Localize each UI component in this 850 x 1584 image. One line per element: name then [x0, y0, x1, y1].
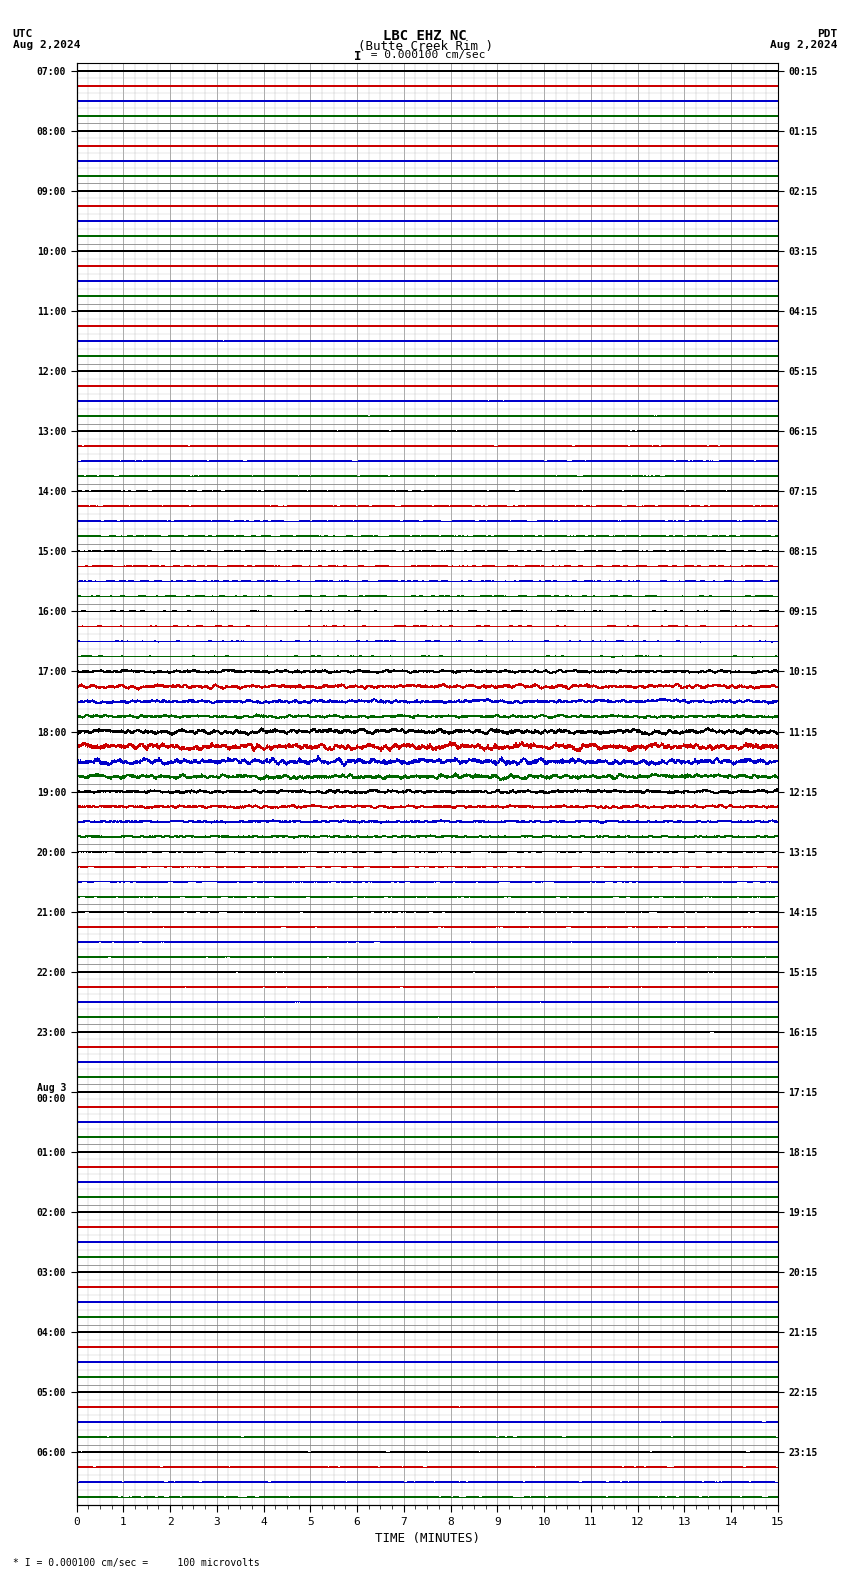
Text: UTC: UTC: [13, 29, 33, 40]
Text: Aug 2,2024: Aug 2,2024: [13, 40, 80, 51]
X-axis label: TIME (MINUTES): TIME (MINUTES): [375, 1532, 479, 1544]
Text: Aug 2,2024: Aug 2,2024: [770, 40, 837, 51]
Text: * I = 0.000100 cm/sec =     100 microvolts: * I = 0.000100 cm/sec = 100 microvolts: [13, 1559, 259, 1568]
Text: (Butte Creek Rim ): (Butte Creek Rim ): [358, 40, 492, 54]
Text: I: I: [354, 49, 361, 63]
Text: LBC EHZ NC: LBC EHZ NC: [383, 29, 467, 43]
Text: = 0.000100 cm/sec: = 0.000100 cm/sec: [364, 49, 485, 60]
Text: PDT: PDT: [817, 29, 837, 40]
